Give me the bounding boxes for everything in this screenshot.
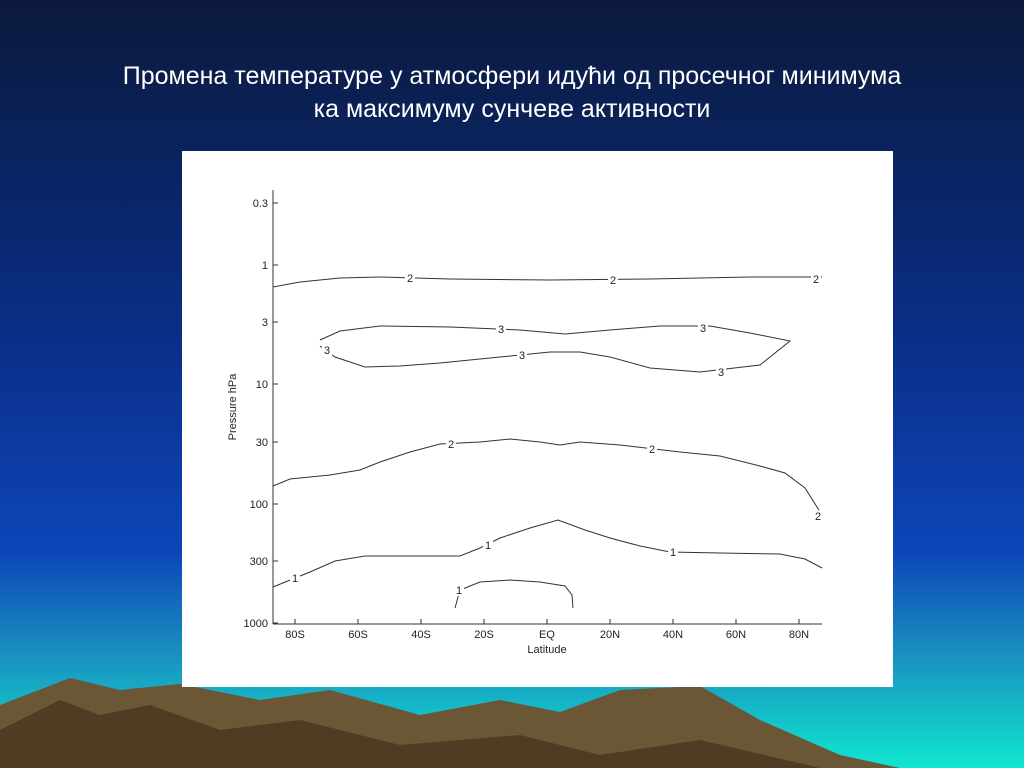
- title-line: Промена температуре у атмосфери идући од…: [123, 62, 902, 90]
- contour-label-bg: [716, 366, 726, 378]
- contour-label-bg: [608, 274, 618, 286]
- contour-label: 1: [456, 585, 462, 597]
- y-tick-label: 3: [262, 317, 268, 329]
- contour-label: 3: [700, 323, 706, 335]
- contour-label-bg: [811, 273, 821, 285]
- x-tick-label: 40N: [663, 629, 683, 641]
- figure-panel: [182, 151, 893, 687]
- y-tick-label: 0.3: [253, 198, 268, 210]
- contour-label: 2: [813, 274, 819, 286]
- contour-label-bg: [322, 344, 332, 356]
- contour-label-bg: [813, 510, 823, 522]
- x-tick-label: 80N: [789, 629, 809, 641]
- contour-label: 3: [718, 367, 724, 379]
- contour-label-bg: [405, 272, 415, 284]
- figure: Pressure hPa Latitude 0.3 1 3 10 30 100 300 100…: [182, 151, 893, 687]
- contour-label-bg: [483, 539, 493, 551]
- x-tick-label: 20N: [600, 629, 620, 641]
- contour-label-bg: [517, 349, 527, 361]
- x-tick-label: 80S: [285, 629, 305, 641]
- x-tick-label: 60N: [726, 629, 746, 641]
- y-tick-label: 30: [256, 437, 268, 449]
- contour-label: 2: [610, 275, 616, 287]
- contour-line: [272, 438, 823, 516]
- contour-label: 2: [649, 444, 655, 456]
- contour-label: 1: [670, 547, 676, 559]
- contour-label-bg: [446, 438, 456, 450]
- contour-label-bg: [698, 322, 708, 334]
- y-axis-label: Pressure hPa: [227, 373, 239, 441]
- y-tick-label: 300: [250, 556, 268, 568]
- contour-label: 2: [407, 273, 413, 285]
- contour-label-bg: [647, 443, 657, 455]
- contour-line: [272, 276, 822, 288]
- x-tick-label: 20S: [474, 629, 494, 641]
- contour-label: 3: [519, 350, 525, 362]
- contour-line: [272, 519, 823, 588]
- x-tick-label: 40S: [411, 629, 431, 641]
- x-axis-label: Latitude: [527, 644, 566, 656]
- y-tick-label: 1: [262, 260, 268, 272]
- contour-label-bg: [290, 572, 300, 584]
- x-tick-label: EQ: [539, 629, 555, 641]
- contour-label: 3: [498, 324, 504, 336]
- contour-label-bg: [496, 323, 506, 335]
- contour-label: 1: [485, 540, 491, 552]
- x-tick-label: 60S: [348, 629, 368, 641]
- contour-label: 3: [324, 345, 330, 357]
- contour-label: 1: [292, 573, 298, 585]
- contour-label-bg: [668, 546, 678, 558]
- y-tick-label: 10: [256, 379, 268, 391]
- mountain-shadow: [0, 700, 820, 768]
- contour-label-bg: [454, 584, 464, 596]
- title-line: ка максимуму сунчеве активности: [314, 95, 711, 123]
- contour-label: 2: [448, 439, 454, 451]
- y-tick-label: 100: [250, 499, 268, 511]
- y-tick-label: 1000: [244, 618, 268, 630]
- contour-label: 2: [815, 511, 821, 523]
